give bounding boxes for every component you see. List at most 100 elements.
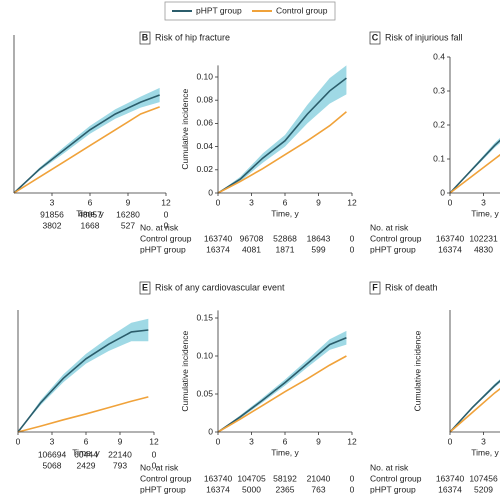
risk-table-label: No. at risk (140, 222, 179, 232)
risk-count: 163740 (204, 233, 233, 243)
x-tick-label: 0 (448, 436, 453, 446)
panel-letter-box (369, 31, 381, 45)
y-tick-label: 0.4 (433, 51, 445, 61)
risk-count: 16374 (438, 484, 462, 494)
risk-count: 58192 (273, 473, 297, 483)
x-tick-label: 12 (161, 197, 171, 207)
y-tick-label: 0.04 (196, 141, 213, 151)
risk-count: 2429 (77, 460, 96, 470)
y-tick-label: 0.15 (196, 312, 213, 322)
series-line (217, 355, 347, 433)
risk-count: 91856 (40, 209, 64, 219)
x-tick-label: 3 (481, 436, 486, 446)
risk-count: 2365 (276, 484, 295, 494)
x-tick-label: 9 (316, 436, 321, 446)
panel-letter-box (139, 281, 151, 295)
risk-count: 0 (350, 233, 355, 243)
x-tick-label: 0 (16, 436, 21, 446)
x-tick-label: 9 (126, 197, 131, 207)
x-axis-label: Time, y (271, 208, 299, 218)
x-tick-label: 6 (283, 436, 288, 446)
y-axis-label: Cumulative incidence (180, 331, 190, 412)
x-tick-label: 3 (50, 436, 55, 446)
x-tick-label: 6 (84, 436, 89, 446)
panel-title: Risk of death (385, 282, 438, 292)
x-tick-label: 6 (283, 197, 288, 207)
series-line (17, 329, 149, 433)
x-axis-label: Time, y (76, 208, 104, 218)
panel-title: Risk of hip fracture (155, 32, 230, 42)
risk-count: 21040 (307, 473, 331, 483)
risk-count: 0 (152, 460, 157, 470)
x-tick-label: 12 (347, 436, 357, 446)
risk-table-label: No. at risk (140, 462, 179, 472)
series-line (217, 337, 347, 433)
series-line (449, 139, 500, 194)
risk-count: 527 (121, 220, 135, 230)
confidence-band (14, 87, 160, 193)
series-line (217, 111, 347, 194)
y-tick-label: 0.10 (196, 350, 213, 360)
risk-count: 163740 (436, 473, 465, 483)
x-tick-label: 3 (481, 197, 486, 207)
panel-letter: B (142, 32, 149, 42)
risk-count: 22140 (108, 449, 132, 459)
risk-count: 1871 (276, 244, 295, 254)
risk-row-name: Control group (370, 473, 422, 483)
x-tick-label: 9 (316, 197, 321, 207)
series-line (217, 77, 347, 194)
risk-count: 793 (113, 460, 127, 470)
risk-row-name: Control group (140, 233, 192, 243)
risk-count: 763 (311, 484, 325, 494)
x-tick-label: 6 (88, 197, 93, 207)
y-tick-label: 0 (440, 187, 445, 197)
x-tick-label: 0 (216, 197, 221, 207)
x-tick-label: 12 (347, 197, 357, 207)
risk-count: 106694 (38, 449, 67, 459)
risk-count: 102231 (469, 233, 498, 243)
risk-count: 18643 (307, 233, 331, 243)
x-tick-label: 3 (249, 197, 254, 207)
legend-label: pHPT group (196, 5, 242, 15)
risk-row-name: pHPT group (370, 244, 416, 254)
y-tick-label: 0.05 (196, 388, 213, 398)
risk-count: 16374 (438, 244, 462, 254)
risk-count: 5209 (474, 484, 493, 494)
risk-count: 0 (164, 209, 169, 219)
panel-letter-box (369, 281, 381, 295)
risk-count: 163740 (436, 233, 465, 243)
x-tick-label: 12 (149, 436, 159, 446)
y-tick-label: 0.1 (433, 153, 445, 163)
risk-table-label: No. at risk (370, 462, 409, 472)
risk-count: 5068 (43, 460, 62, 470)
panel-letter: E (142, 282, 148, 292)
risk-count: 96708 (240, 233, 264, 243)
risk-count: 0 (350, 484, 355, 494)
x-tick-label: 9 (118, 436, 123, 446)
series-line (449, 379, 500, 433)
risk-count: 0 (164, 220, 169, 230)
risk-count: 599 (311, 244, 325, 254)
risk-count: 60444 (74, 449, 98, 459)
confidence-band (450, 137, 500, 193)
confidence-band (218, 65, 347, 193)
y-tick-label: 0 (208, 426, 213, 436)
x-tick-label: 3 (249, 436, 254, 446)
panel-letter-box (139, 31, 151, 45)
risk-count: 48057 (78, 209, 102, 219)
legend-box (164, 1, 336, 21)
risk-count: 0 (350, 244, 355, 254)
risk-count: 107456 (469, 473, 498, 483)
panel: 3 6 9 12 Time, y 91856 48057 16280 0 3802 1668 527 0 (13, 35, 171, 230)
y-tick-label: 0.06 (196, 118, 213, 128)
risk-count: 1668 (81, 220, 100, 230)
y-tick-label: 0.08 (196, 94, 213, 104)
y-tick-label: 0 (208, 187, 213, 197)
y-axis-label: Cumulative incidence (412, 330, 422, 411)
risk-count: 163740 (204, 473, 233, 483)
y-tick-label: 0.02 (196, 164, 213, 174)
risk-count: 104705 (237, 473, 266, 483)
panel: 0 0.05 0.10 0.15 0 3 6 9 12 Time, y Cumulative inc… (139, 281, 357, 494)
